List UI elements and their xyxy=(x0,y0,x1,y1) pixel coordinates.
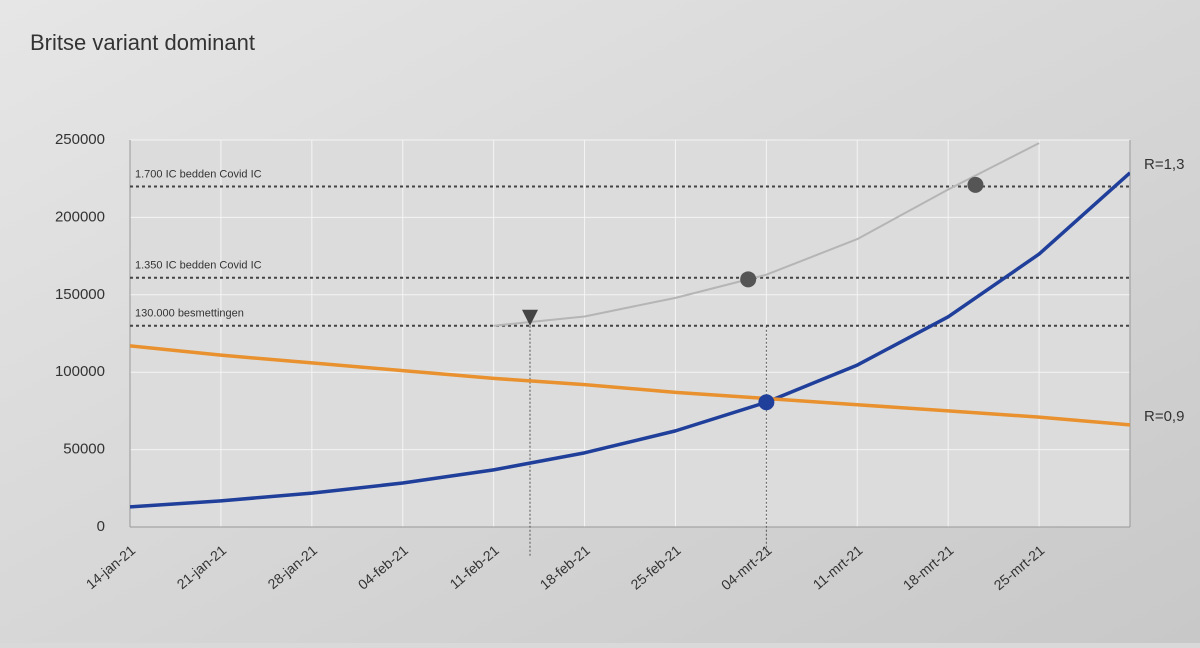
y-tick-label: 200000 xyxy=(55,208,105,225)
y-tick-label: 100000 xyxy=(55,363,105,380)
marker xyxy=(740,271,756,287)
reference-label: 1.700 IC bedden Covid IC xyxy=(135,168,262,180)
marker xyxy=(967,177,983,193)
series-label: R=1,3 xyxy=(1144,156,1184,173)
plot-area xyxy=(130,140,1130,527)
chart: Britse variant dominant 0 50000 100000 1500… xyxy=(0,0,1200,643)
y-tick-label: 50000 xyxy=(63,441,105,458)
chart-title: Britse variant dominant xyxy=(30,30,255,55)
reference-label: 1.350 IC bedden Covid IC xyxy=(135,260,262,272)
y-tick-label: 0 xyxy=(97,518,105,535)
reference-label: 130.000 besmettingen xyxy=(135,308,244,320)
y-tick-label: 250000 xyxy=(55,131,105,148)
series-label: R=0,9 xyxy=(1144,408,1184,425)
marker xyxy=(758,394,774,410)
y-tick-label: 150000 xyxy=(55,286,105,303)
